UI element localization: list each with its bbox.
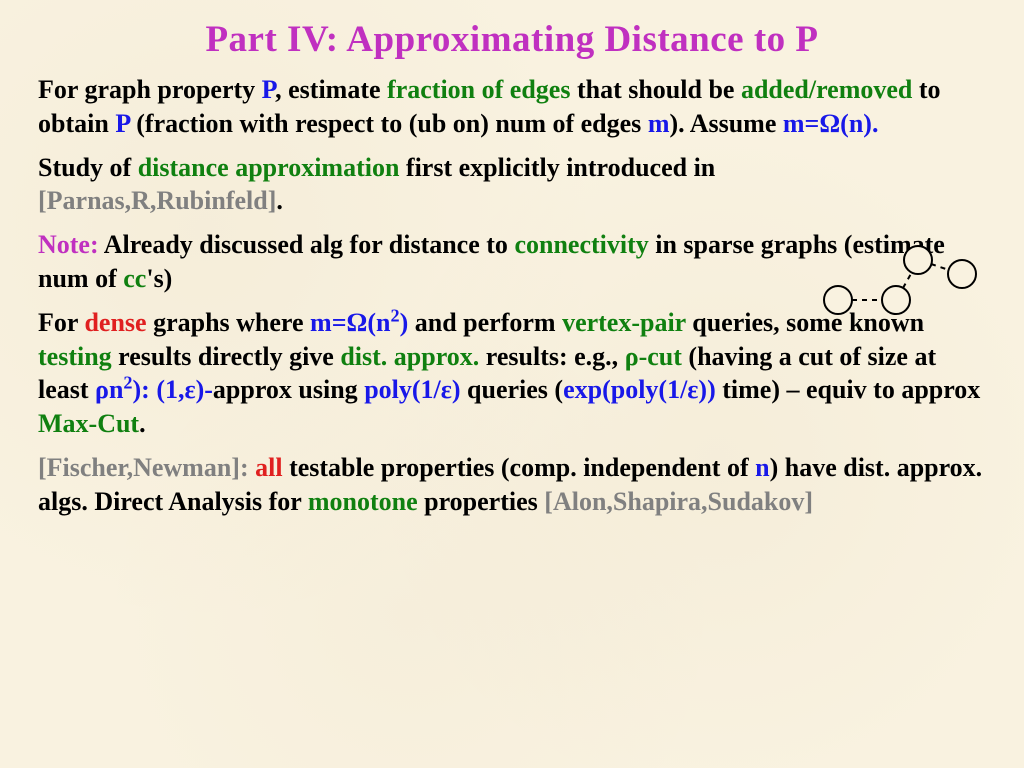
- text: For graph property: [38, 75, 262, 104]
- text: m=Ω(n: [310, 308, 390, 337]
- term-distance-approx: distance approximation: [138, 153, 400, 182]
- paragraph-1: For graph property P, estimate fraction …: [38, 73, 986, 141]
- graph-diagram: [814, 242, 984, 332]
- term-testing: testing: [38, 342, 112, 371]
- text: .: [276, 186, 283, 215]
- slide-title: Part IV: Approximating Distance to P: [38, 18, 986, 61]
- text: graphs where: [147, 308, 310, 337]
- superscript: 2: [390, 305, 399, 325]
- text: (fraction with respect to (ub on) num of…: [130, 109, 648, 138]
- paragraph-2: Study of distance approximation first ex…: [38, 151, 986, 219]
- text: ): [400, 308, 409, 337]
- term-fraction-edges: fraction of edges: [387, 75, 570, 104]
- text: ): (1,ε)-: [133, 375, 213, 404]
- text: results directly give: [112, 342, 341, 371]
- term-max-cut: Max-Cut: [38, 409, 139, 438]
- text: Study of: [38, 153, 138, 182]
- text: testable properties (comp. independent o…: [283, 453, 756, 482]
- text: that should be: [570, 75, 741, 104]
- term-m-omega-n2: m=Ω(n2): [310, 308, 408, 337]
- slide-container: Part IV: Approximating Distance to P For…: [0, 0, 1024, 549]
- text: time) – equiv to approx: [716, 375, 981, 404]
- term-dense: dense: [84, 308, 146, 337]
- graph-node: [948, 260, 976, 288]
- term-n: n: [755, 453, 769, 482]
- ref-alon-shapira-sudakov: [Alon,Shapira,Sudakov]: [544, 487, 813, 516]
- term-exp-poly: exp(poly(1/ε)): [563, 375, 716, 404]
- text: For: [38, 308, 84, 337]
- term-connectivity: connectivity: [514, 230, 648, 259]
- term-m: m: [648, 109, 670, 138]
- graph-edge: [903, 272, 912, 288]
- graph-node: [882, 286, 910, 314]
- text: ). Assume: [669, 109, 782, 138]
- term-added-removed: added/removed: [741, 75, 912, 104]
- term-rho-n2: ρn2): (1,ε)-: [95, 375, 213, 404]
- term-monotone: monotone: [308, 487, 418, 516]
- ref-parnas: [Parnas,R,Rubinfeld]: [38, 186, 276, 215]
- text: ρn: [95, 375, 123, 404]
- graph-node: [904, 246, 932, 274]
- term-p2: P: [115, 109, 129, 138]
- term-cc: cc: [123, 264, 146, 293]
- term-p: P: [262, 75, 276, 104]
- term-dist-approx: dist. approx.: [340, 342, 479, 371]
- note-label: Note:: [38, 230, 99, 259]
- superscript: 2: [123, 373, 132, 393]
- graph-node: [824, 286, 852, 314]
- text: and perform: [408, 308, 562, 337]
- term-m-omega-n: m=Ω(n).: [783, 109, 879, 138]
- text: Already discussed alg for distance to: [99, 230, 515, 259]
- text: , estimate: [275, 75, 387, 104]
- text: .: [139, 409, 146, 438]
- term-rho-cut: ρ-cut: [625, 342, 682, 371]
- text: first explicitly introduced in: [399, 153, 715, 182]
- text: 's): [146, 264, 172, 293]
- paragraph-5: [Fischer,Newman]: all testable propertie…: [38, 451, 986, 519]
- text: queries (: [461, 375, 564, 404]
- graph-edge: [931, 264, 949, 270]
- text: properties: [418, 487, 545, 516]
- text: results: e.g.,: [479, 342, 624, 371]
- text: approx using: [213, 375, 364, 404]
- ref-fischer-newman: [Fischer,Newman]:: [38, 453, 249, 482]
- term-vertex-pair: vertex-pair: [562, 308, 686, 337]
- term-poly: poly(1/ε): [364, 375, 460, 404]
- term-all: all: [255, 453, 282, 482]
